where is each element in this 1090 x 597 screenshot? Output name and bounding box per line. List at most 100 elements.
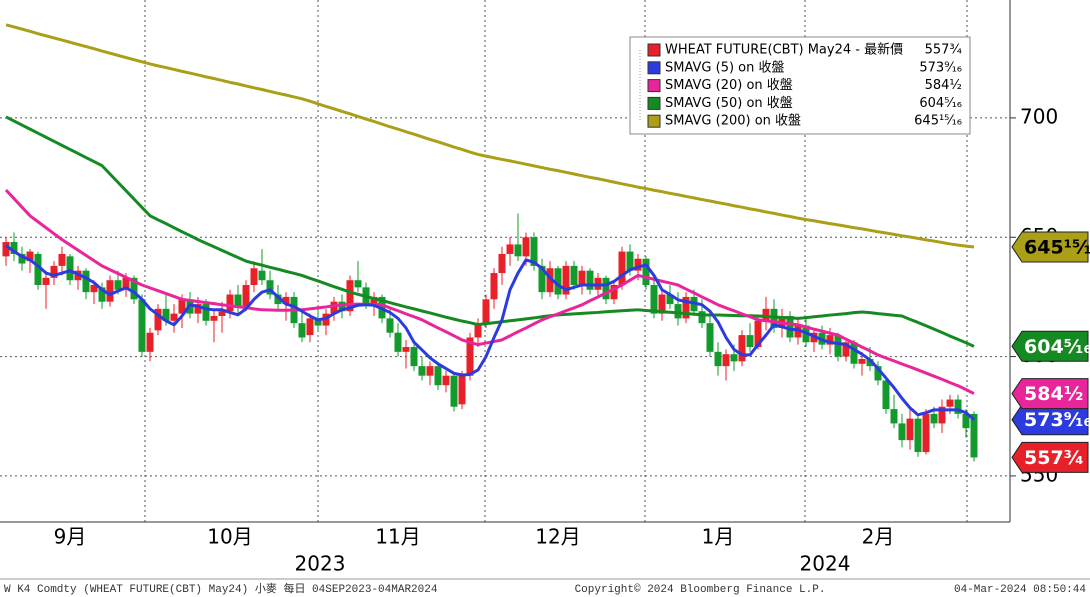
price-tag-label: 573⁹⁄₁₆ xyxy=(1024,409,1090,431)
x-tick-label: 9月 xyxy=(54,525,87,549)
year-label: 2023 xyxy=(295,552,346,576)
candle-body xyxy=(250,268,258,285)
candle-body xyxy=(498,253,506,274)
candle-body xyxy=(938,406,946,424)
candle-body xyxy=(850,342,858,364)
candle-body xyxy=(722,354,730,367)
candle-body xyxy=(650,284,658,314)
candle-body xyxy=(562,265,570,295)
candle-body xyxy=(522,237,530,257)
candle-body xyxy=(698,311,706,324)
legend-value: 557³⁄₄ xyxy=(925,43,962,58)
candle-body xyxy=(586,270,594,290)
candle-body xyxy=(466,337,474,376)
candle-body xyxy=(426,366,434,376)
candle-body xyxy=(530,237,538,266)
price-tag xyxy=(1011,330,1089,362)
candle-body xyxy=(610,284,618,300)
x-tick-label: 10月 xyxy=(207,525,252,549)
candle-body xyxy=(930,413,938,424)
legend-value: 645¹⁵⁄₁₆ xyxy=(914,114,962,129)
candle-body xyxy=(898,423,906,441)
candle-body xyxy=(170,313,178,321)
price-tag-label: 557³⁄₄ xyxy=(1024,447,1083,469)
candle-body xyxy=(162,308,170,321)
candle-body xyxy=(354,280,362,288)
legend-label: SMAVG (5) on 收盤 xyxy=(665,60,785,75)
legend: WHEAT FUTURE(CBT) May24 - 最新價 557³⁄₄ SMAVG… xyxy=(629,36,971,135)
candle-body xyxy=(314,318,322,326)
candle-body xyxy=(178,299,186,314)
candle-body xyxy=(954,399,962,414)
candle-body xyxy=(66,256,74,281)
legend-swatch xyxy=(647,114,661,128)
candle-body xyxy=(674,304,682,319)
candle-body xyxy=(474,323,482,338)
candle-body xyxy=(282,296,290,305)
candle-body xyxy=(514,244,522,257)
x-tick-label: 1月 xyxy=(702,525,735,549)
candle-body xyxy=(706,323,714,352)
candle-body xyxy=(330,301,338,314)
candle-body xyxy=(138,299,146,352)
legend-value: 604⁵⁄₁₆ xyxy=(919,96,962,111)
candle-body xyxy=(266,280,274,295)
candle-body xyxy=(34,253,42,285)
footer-right: 04-Mar-2024 08:50:44 xyxy=(954,584,1086,596)
ma-line xyxy=(5,23,975,249)
ma-line xyxy=(5,244,975,421)
candle-body xyxy=(418,366,426,376)
candle-body xyxy=(642,258,650,285)
candle-body xyxy=(666,294,674,305)
candle-body xyxy=(834,335,842,357)
candle-body xyxy=(258,270,266,281)
candle-body xyxy=(442,375,450,386)
candle-body xyxy=(226,294,234,312)
price-tag xyxy=(1011,404,1089,436)
candle-body xyxy=(458,375,466,405)
candle-body xyxy=(506,244,514,254)
candle-body xyxy=(546,268,554,293)
price-tag-label: 604⁵⁄₁₆ xyxy=(1024,336,1090,358)
candle-body xyxy=(570,265,578,285)
candle-body xyxy=(122,277,130,290)
candle-body xyxy=(618,251,626,285)
candle-body xyxy=(154,308,162,331)
candle-body xyxy=(754,320,762,348)
candle-body xyxy=(10,242,18,254)
candle-body xyxy=(194,304,202,314)
price-tag xyxy=(1011,378,1089,410)
candle-body xyxy=(906,418,914,441)
candle-body xyxy=(962,413,970,429)
candle-body xyxy=(890,409,898,424)
legend-swatch xyxy=(647,96,661,110)
candle-body xyxy=(18,253,26,264)
candle-body xyxy=(306,318,314,336)
candle-body xyxy=(394,332,402,352)
year-label: 2024 xyxy=(800,552,851,576)
legend-label: WHEAT FUTURE(CBT) May24 - 最新價 xyxy=(665,42,903,58)
candle-body xyxy=(626,251,634,271)
footer-center: Copyright© 2024 Bloomberg Finance L.P. xyxy=(575,584,826,596)
candle-body xyxy=(658,294,666,314)
candle-body xyxy=(146,332,154,352)
candle-body xyxy=(794,325,802,338)
legend-value: 584¹⁄₂ xyxy=(925,78,962,93)
candle-body xyxy=(274,294,282,305)
candle-body xyxy=(106,280,114,302)
candle-body xyxy=(922,413,930,453)
candle-body xyxy=(338,301,346,312)
candle-body xyxy=(634,258,642,271)
legend-swatch xyxy=(647,79,661,93)
candle-body xyxy=(26,251,34,262)
candle-body xyxy=(762,308,770,321)
candle-body xyxy=(490,273,498,300)
candle-body xyxy=(682,296,690,319)
price-tag-label: 584¹⁄₂ xyxy=(1024,383,1083,405)
candle-body xyxy=(386,318,394,333)
candle-body xyxy=(202,304,210,321)
candle-body xyxy=(450,375,458,407)
candle-body xyxy=(578,270,586,285)
candle-body xyxy=(946,399,954,407)
